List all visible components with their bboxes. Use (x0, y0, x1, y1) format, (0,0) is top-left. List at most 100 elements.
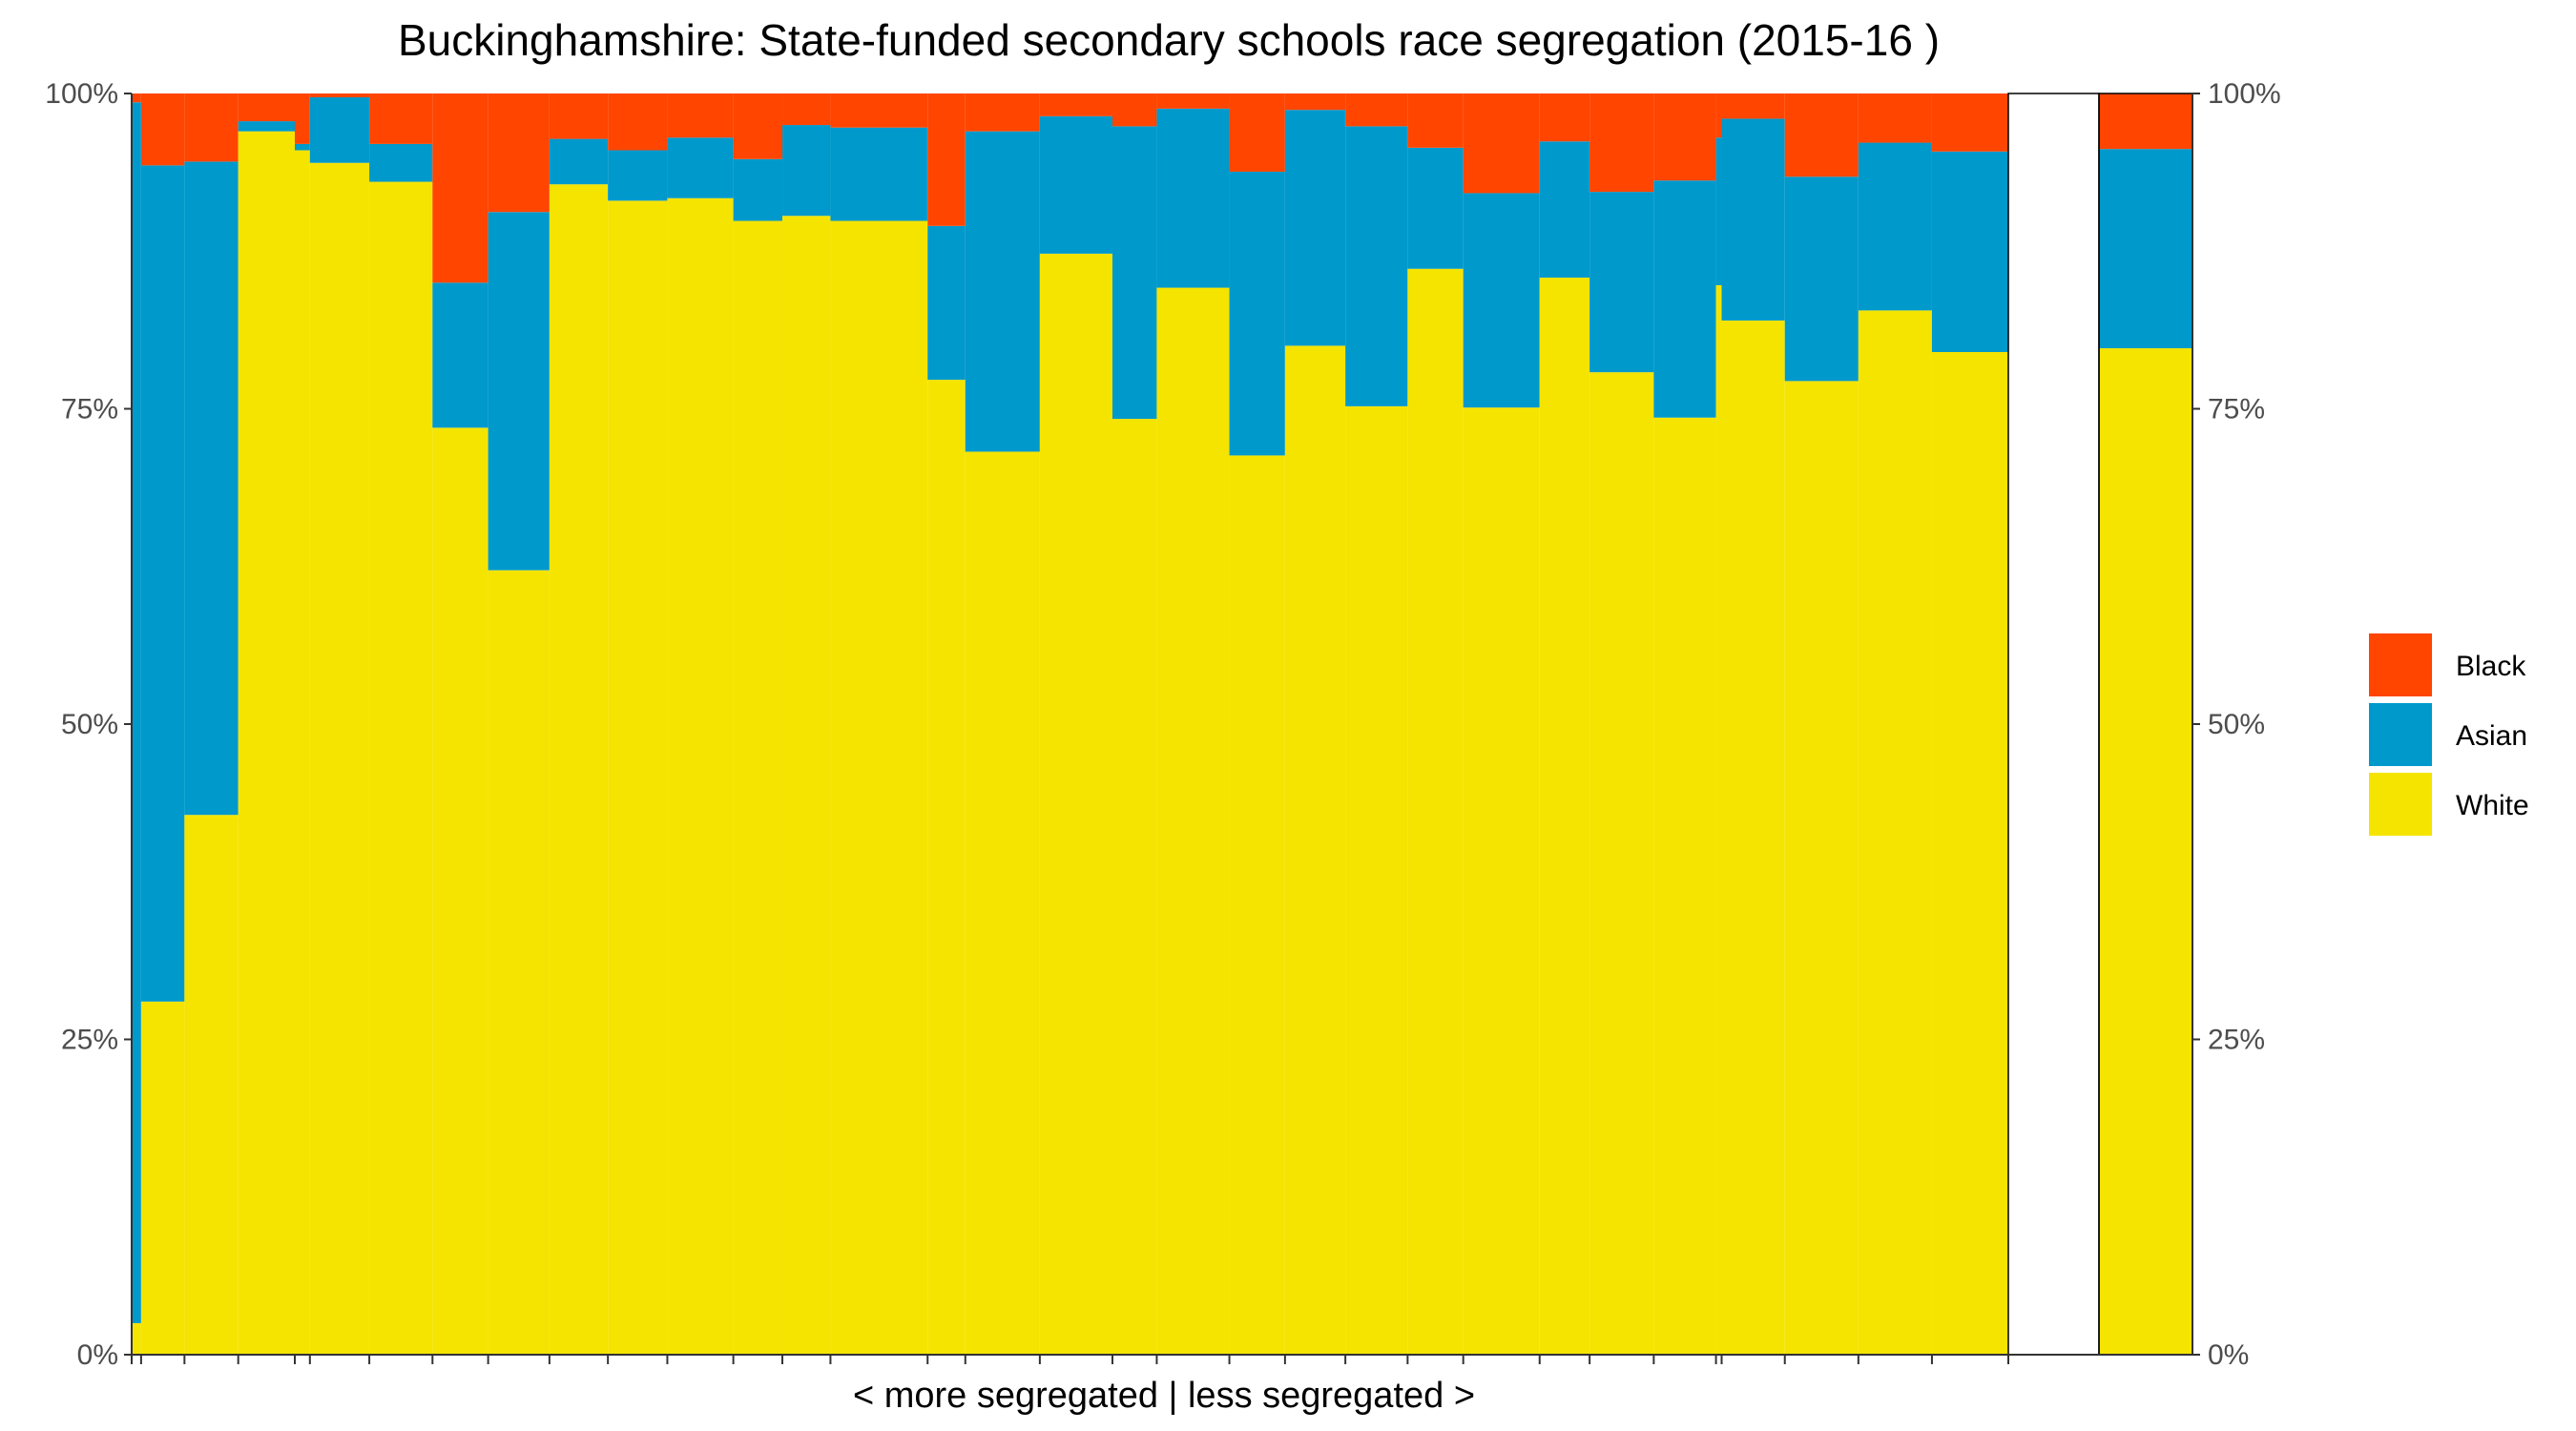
bar-asian-10 (608, 150, 668, 201)
bar-white-4 (295, 150, 310, 1356)
bar-white-30 (1784, 381, 1859, 1355)
bar-asian-19 (1156, 108, 1230, 288)
y-tick-label-right-4: 100% (2208, 78, 2281, 110)
bar-asian-8 (488, 212, 550, 570)
bar-asian-14 (830, 127, 928, 221)
bar-black-18 (1111, 93, 1157, 127)
bar-white-7 (432, 427, 488, 1356)
bar-black-10 (608, 93, 668, 151)
bar-black-22 (1345, 93, 1408, 127)
bar-asian-17 (1039, 115, 1112, 254)
bar-white-23 (1407, 268, 1464, 1355)
bar-white-22 (1345, 405, 1408, 1356)
y-tick-label-right-1: 25% (2208, 1025, 2265, 1056)
bar-asian-25 (1539, 141, 1590, 279)
bar-asian-21 (1284, 110, 1346, 346)
bar-black-1 (140, 93, 185, 166)
bar-asian-15 (927, 225, 966, 381)
bar-asian-27 (1653, 180, 1716, 418)
bar-asian-3 (238, 121, 296, 132)
y-tick-label-left-4: 100% (45, 78, 118, 110)
chart-title: Buckinghamshire: State-funded secondary … (398, 15, 1940, 65)
gap-panel (2007, 93, 2100, 1356)
bar-white-29 (1721, 320, 1785, 1356)
bar-asian-5 (309, 96, 370, 163)
bar-black-32 (1931, 93, 2008, 152)
bar-white-15 (927, 380, 966, 1355)
bar-asian-32 (1931, 151, 2008, 353)
bar-asian-11 (667, 137, 734, 198)
bar-asian-29 (1721, 118, 1785, 321)
bar-asian-6 (369, 143, 433, 182)
bar-white-1 (140, 1001, 185, 1355)
bar-black-9 (549, 93, 609, 139)
bar-black-19 (1156, 93, 1230, 109)
bar-black-27 (1653, 93, 1716, 181)
bar-white-27 (1653, 417, 1716, 1355)
axis-layer: 0% 0% 25% 25% 50% 50% 75% 75% 100% 100% (45, 78, 2280, 1371)
bar-black-25 (1539, 93, 1590, 142)
bar-black-13 (782, 93, 831, 126)
y-tick-label-right-2: 50% (2208, 709, 2265, 740)
legend-label-white: White (2456, 790, 2529, 821)
bar-white-28 (1715, 284, 1722, 1356)
bar-asian-2 (184, 161, 239, 816)
bar-asian-9 (549, 138, 609, 185)
y-tick-label-right-0: 0% (2208, 1339, 2249, 1371)
bar-black-7 (432, 93, 488, 283)
bar-black-23 (1407, 93, 1464, 148)
bar-black-3 (238, 93, 296, 122)
bar-black-0 (132, 93, 141, 103)
bar-black-5 (309, 93, 370, 97)
bar-asian-4 (295, 143, 310, 151)
bar-asian-12 (733, 158, 783, 221)
legend-swatch-white (2369, 773, 2432, 836)
bar-white-6 (369, 181, 433, 1355)
y-tick-label-left-3: 75% (61, 394, 118, 425)
frame-layer (2007, 93, 2193, 1356)
bar-black-15 (927, 93, 966, 226)
bar-black-4 (295, 93, 310, 144)
bar-black-31 (1858, 93, 1932, 143)
bar-white-18 (1111, 419, 1157, 1355)
bar-asian-overall (2099, 149, 2192, 349)
bar-white-9 (549, 184, 609, 1356)
bar-black-21 (1284, 93, 1346, 111)
bar-white-17 (1039, 253, 1112, 1355)
bar-white-12 (733, 220, 783, 1356)
bar-white-11 (667, 197, 734, 1356)
bar-asian-18 (1111, 126, 1157, 420)
bar-white-25 (1539, 278, 1590, 1356)
bar-white-3 (238, 131, 296, 1355)
bar-black-12 (733, 93, 783, 159)
bar-black-29 (1721, 93, 1785, 119)
bars-layer (132, 93, 2192, 1356)
bar-black-overall (2099, 93, 2192, 150)
bar-white-26 (1589, 372, 1654, 1355)
bar-asian-1 (140, 165, 185, 1002)
bar-black-2 (184, 93, 239, 162)
bar-white-13 (782, 216, 831, 1355)
bar-black-11 (667, 93, 734, 138)
bar-asian-20 (1229, 171, 1285, 456)
legend-label-asian: Asian (2456, 720, 2527, 752)
bar-black-28 (1715, 93, 1722, 138)
bar-white-0 (132, 1322, 141, 1355)
bar-white-32 (1931, 352, 2008, 1355)
bar-white-8 (488, 570, 550, 1355)
bar-white-5 (309, 162, 370, 1356)
bar-asian-28 (1715, 137, 1722, 285)
bar-asian-0 (132, 102, 141, 1323)
bar-black-30 (1784, 93, 1859, 177)
bar-white-2 (184, 815, 239, 1355)
bar-white-21 (1284, 345, 1346, 1355)
bar-white-10 (608, 200, 668, 1355)
bar-asian-26 (1589, 192, 1654, 373)
bar-white-20 (1229, 455, 1285, 1355)
bar-white-19 (1156, 287, 1230, 1355)
bar-asian-22 (1345, 126, 1408, 406)
bar-black-26 (1589, 93, 1654, 193)
bar-asian-24 (1463, 193, 1540, 408)
